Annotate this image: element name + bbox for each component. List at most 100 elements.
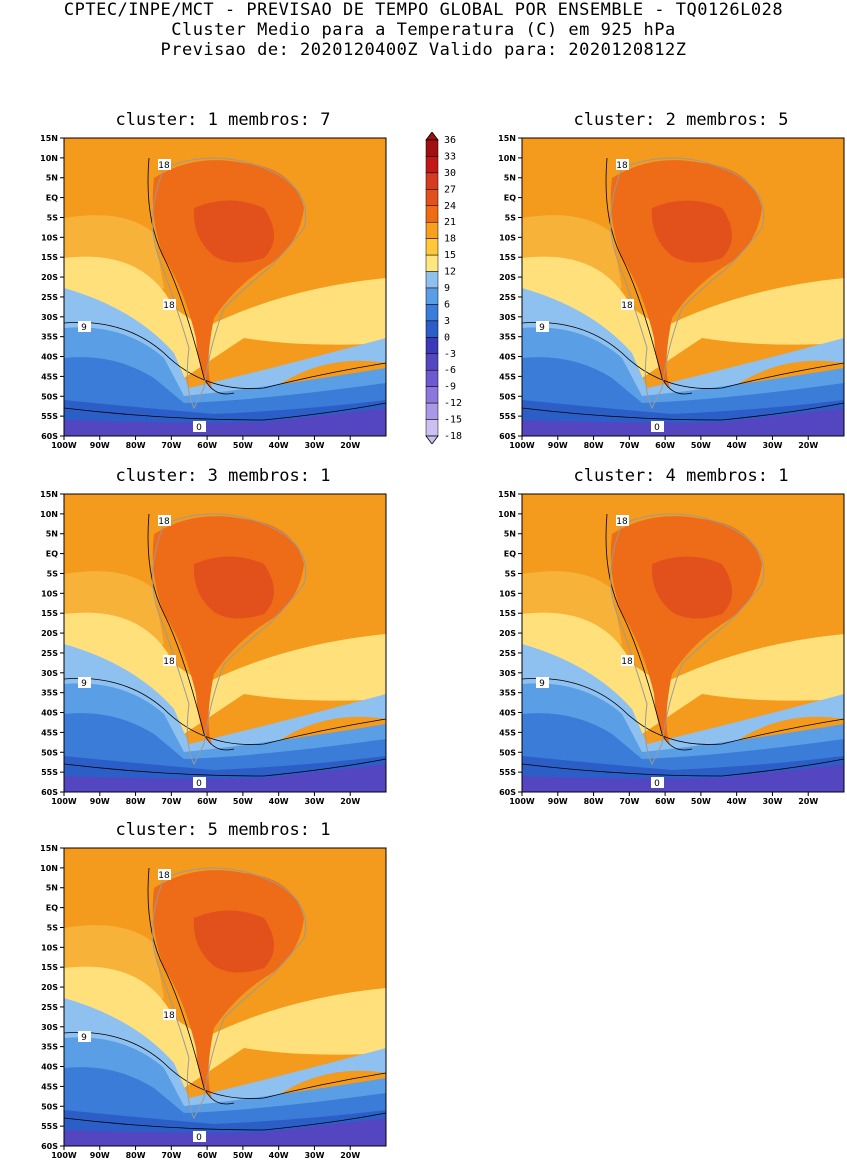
lon-label: 40W [269, 797, 289, 806]
contour-line [64, 1032, 386, 1099]
lat-label: 35S [41, 1043, 58, 1052]
contour-line [64, 322, 386, 389]
svg-text:18: 18 [616, 517, 628, 527]
coastline [152, 867, 307, 1120]
lat-label: 10S [41, 943, 58, 952]
contour-line [64, 758, 386, 777]
lat-label: 15S [41, 609, 58, 618]
temperature-map: 18 18 9 0 15N 10N 5N EQ 5S 10S 15S 20S 25S 30S 35S 40S 4… [40, 844, 387, 1160]
colorbar-label: 21 [444, 217, 456, 228]
lon-label: 50W [233, 441, 253, 450]
map-panel-cluster-1: cluster: 1 membros: 7 18 18 9 0 15N 10N 5N EQ 5S 1… [0, 110, 420, 450]
lon-label: 100W [509, 797, 535, 806]
lat-label: 50S [499, 748, 516, 757]
svg-text:18: 18 [163, 1011, 175, 1021]
lat-label: 55S [499, 412, 516, 421]
svg-text:18: 18 [158, 161, 170, 171]
lat-label: 15N [40, 490, 58, 499]
contour-line [64, 678, 386, 745]
lat-label: 50S [499, 392, 516, 401]
colorbar-label: 12 [444, 267, 456, 278]
panel-title: cluster: 2 membros: 5 [573, 110, 789, 130]
lat-label: 50S [41, 748, 58, 757]
lon-label: 50W [691, 441, 711, 450]
lat-label: 10N [40, 864, 58, 873]
temperature-map: 18 18 9 0 15N 10N 5N EQ 5S 10S 15S 20S 25S 30S 35S 40S 4… [40, 490, 387, 806]
map-frame [521, 137, 845, 437]
lat-label: 60S [41, 1142, 58, 1151]
lon-label: 60W [197, 1151, 217, 1160]
coastline [610, 157, 765, 410]
colorbar-label: -9 [444, 382, 456, 393]
panel-title: cluster: 5 membros: 1 [115, 820, 331, 840]
colorbar-swatch [425, 304, 439, 322]
colorbar-label: -18 [444, 431, 462, 442]
lon-label: 40W [727, 441, 747, 450]
svg-text:0: 0 [654, 423, 660, 433]
svg-text:18: 18 [621, 301, 633, 311]
lat-label: 10N [498, 510, 516, 519]
lon-label: 60W [655, 441, 675, 450]
lat-label: 35S [41, 333, 58, 342]
lat-label: 25S [41, 649, 58, 658]
field-hottest [651, 556, 732, 619]
header-line-1: CPTEC/INPE/MCT - PREVISAO DE TEMPO GLOBA… [63, 0, 784, 20]
field-coldest [64, 408, 386, 436]
lat-label: 40S [499, 353, 516, 362]
lat-label: 10S [41, 589, 58, 598]
lat-label: EQ [46, 550, 58, 559]
lat-label: 5N [46, 530, 58, 539]
lat-label: 15N [40, 844, 58, 853]
lon-label: 90W [548, 441, 568, 450]
lat-label: 25S [499, 649, 516, 658]
colorbar-bottom-arrow [425, 435, 439, 444]
svg-text:0: 0 [196, 1133, 202, 1143]
contour-label: 9 [78, 321, 91, 333]
contour-line [605, 157, 693, 395]
lat-label: 55S [499, 768, 516, 777]
field-coldest [522, 764, 844, 792]
lat-label: 5S [505, 569, 517, 578]
svg-text:18: 18 [616, 161, 628, 171]
temperature-map: 18 18 9 0 15N 10N 5N EQ 5S 10S 15S 20S 25S 30S 35S 40S 4… [498, 490, 845, 806]
contour-label: 0 [651, 777, 664, 789]
lat-label: 5S [47, 569, 59, 578]
temperature-map: 18 18 9 0 15N 10N 5N EQ 5S 10S 15S 20S 25S 30S 35S 40S 4… [40, 134, 387, 450]
coastline [152, 513, 307, 766]
temperature-map: 18 18 9 0 15N 10N 5N EQ 5S 10S 15S 20S 25S 30S 35S 40S 4… [498, 134, 845, 450]
svg-text:9: 9 [81, 323, 87, 333]
lat-label: 20S [41, 983, 58, 992]
lon-label: 30W [762, 797, 782, 806]
lon-label: 50W [233, 1151, 253, 1160]
panel-title: cluster: 1 membros: 7 [115, 110, 331, 130]
lat-label: 40S [41, 1063, 58, 1072]
lon-label: 80W [584, 797, 604, 806]
lat-label: 20S [499, 273, 516, 282]
lat-label: 10N [40, 510, 58, 519]
lat-label: 10S [41, 233, 58, 242]
svg-text:9: 9 [81, 679, 87, 689]
svg-text:0: 0 [654, 779, 660, 789]
panel-title: cluster: 4 membros: 1 [573, 466, 789, 486]
colorbar-label: 15 [444, 250, 456, 261]
lat-label: 40S [41, 709, 58, 718]
lon-label: 80W [584, 441, 604, 450]
contour-label: 9 [78, 677, 91, 689]
contour-label: 18 [158, 869, 171, 881]
colorbar-swatch [425, 172, 439, 190]
lon-label: 100W [51, 1151, 77, 1160]
contour-label: 9 [536, 321, 549, 333]
svg-text:9: 9 [81, 1033, 87, 1043]
lon-label: 70W [619, 441, 639, 450]
map-frame [521, 493, 845, 793]
lat-label: 50S [41, 1102, 58, 1111]
colorbar-swatch [425, 369, 439, 387]
colorbar-swatch [425, 254, 439, 272]
lon-label: 20W [340, 1151, 360, 1160]
field-hottest [651, 200, 732, 263]
map-frame [63, 493, 387, 793]
svg-text:18: 18 [163, 657, 175, 667]
lat-label: 55S [41, 768, 58, 777]
lon-label: 90W [548, 797, 568, 806]
contour-label: 18 [163, 299, 176, 311]
